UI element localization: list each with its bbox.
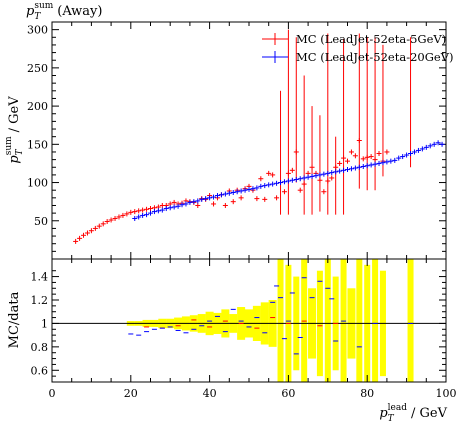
x-tick-label: 40 — [203, 387, 217, 400]
main-y-tick-label: 250 — [27, 62, 48, 75]
main-y-tick-label: 100 — [27, 177, 48, 190]
uncertainty-band-segment — [340, 259, 347, 382]
main-y-tick-label: 50 — [34, 215, 48, 228]
ratio-y-tick-label: 0.6 — [31, 364, 49, 377]
x-tick-label: 20 — [124, 387, 138, 400]
main-y-axis-label: pTsum/ GeV — [4, 96, 25, 164]
uncertainty-band-segment — [277, 259, 284, 382]
x-tick-label: 80 — [360, 387, 374, 400]
legend-entry-20gev: MC (LeadJet-52eta-20GeV) — [262, 50, 454, 64]
ratio-plot-panel: 0.6 0.8 1 1.2 1.4 0 20 40 60 80 100 MC/data pTlea… — [7, 258, 457, 422]
uncertainty-band — [126, 259, 414, 382]
uncertainty-band-segment — [301, 259, 308, 382]
legend: MC (LeadJet-52eta-5GeV) MC (LeadJet-52et… — [262, 32, 454, 64]
main-plot-panel: 50 100 150 200 250 300 pTsum/ GeV MC (LeadJet… — [4, 21, 454, 260]
main-y-tick-label: 200 — [27, 100, 48, 113]
uncertainty-band-segment — [372, 259, 379, 382]
main-title: pTsum (Away) — [26, 1, 102, 22]
x-tick-label: 100 — [436, 387, 457, 400]
ratio-y-axis: 0.6 0.8 1 1.2 1.4 — [31, 270, 446, 377]
uncertainty-band-segment — [324, 259, 331, 382]
x-tick-label: 60 — [281, 387, 295, 400]
ratio-data-series — [128, 277, 414, 355]
ratio-y-tick-label: 1.2 — [31, 294, 49, 307]
x-axis: 0 20 40 60 80 100 — [49, 259, 457, 400]
ratio-y-tick-label: 0.8 — [31, 341, 49, 354]
main-y-tick-label: 150 — [27, 138, 48, 151]
ratio-y-tick-label: 1.4 — [31, 271, 49, 284]
uncertainty-band-segment — [356, 259, 363, 382]
main-y-tick-label: 300 — [27, 24, 48, 37]
ratio-y-axis-label: MC/data — [7, 291, 22, 348]
x-tick-label: 0 — [49, 387, 56, 400]
ratio-y-tick-label: 1 — [41, 317, 48, 330]
legend-label-20gev: MC (LeadJet-52eta-20GeV) — [296, 50, 454, 64]
legend-label-5gev: MC (LeadJet-52eta-5GeV) — [296, 32, 446, 46]
x-axis-label: pTlead / GeV — [379, 403, 447, 422]
legend-entry-5gev: MC (LeadJet-52eta-5GeV) — [262, 32, 446, 46]
uncertainty-band-segment — [407, 259, 414, 382]
main-y-axis: 50 100 150 200 250 300 — [27, 22, 447, 259]
main-data-series — [73, 29, 445, 244]
